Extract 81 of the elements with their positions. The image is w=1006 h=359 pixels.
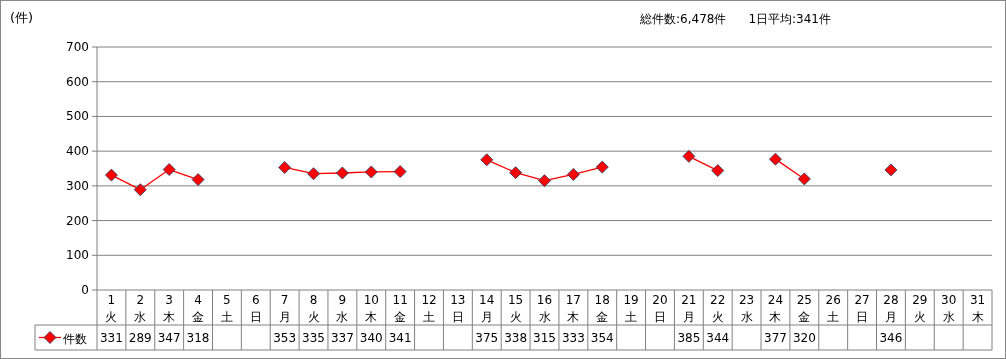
x-tick-label: 3 木 bbox=[163, 293, 176, 324]
point bbox=[538, 174, 551, 188]
point bbox=[336, 166, 349, 180]
x-tick-label: 16 水 bbox=[536, 293, 553, 324]
y-tick-label: 700 bbox=[66, 40, 89, 54]
data-label: 333 bbox=[561, 331, 585, 345]
x-tick-label: 8 火 bbox=[307, 293, 320, 324]
legend-label: 件数 bbox=[63, 331, 87, 346]
x-tick-label: 29 火 bbox=[912, 293, 928, 324]
x-tick-label: 4 金 bbox=[192, 293, 205, 324]
data-label: 341 bbox=[388, 331, 412, 345]
data-label: 335 bbox=[302, 331, 325, 345]
point bbox=[364, 165, 378, 179]
text: 1日平均:341件 bbox=[748, 12, 831, 26]
y-tick-label: 200 bbox=[66, 213, 89, 228]
x-tick-label: 31 木 bbox=[969, 293, 986, 324]
x-tick-label: 2 水 bbox=[134, 293, 147, 324]
data-label: 354 bbox=[590, 331, 614, 345]
x-tick-label: 24 木 bbox=[767, 293, 784, 324]
data-label: 315 bbox=[533, 331, 556, 345]
point bbox=[393, 165, 407, 179]
point bbox=[509, 166, 523, 180]
text: 総件数:6,478件 bbox=[639, 12, 727, 26]
x-tick-label: 21 月 bbox=[681, 293, 697, 324]
x-tick-label: 1 火 bbox=[105, 293, 118, 324]
point bbox=[797, 172, 811, 186]
y-tick-label: 100 bbox=[66, 248, 89, 263]
data-label: 320 bbox=[792, 331, 816, 345]
x-tick-label: 15 火 bbox=[507, 293, 524, 324]
x-tick-label: 23 水 bbox=[738, 293, 755, 324]
x-tick-label: 11 金 bbox=[392, 293, 408, 324]
point bbox=[307, 167, 320, 181]
data-label: 340 bbox=[359, 331, 383, 345]
x-tick-label: 19 土 bbox=[623, 293, 639, 324]
data-label: 353 bbox=[273, 331, 297, 345]
point bbox=[133, 183, 147, 197]
point bbox=[769, 152, 782, 166]
x-tick-label: 13 日 bbox=[450, 293, 466, 324]
point bbox=[595, 160, 609, 174]
data-label: 346 bbox=[879, 331, 903, 345]
y-tick-label: 400 bbox=[66, 144, 89, 159]
y-tick-label: 0 bbox=[81, 283, 89, 297]
point bbox=[711, 164, 725, 177]
x-tick-label: 14 月 bbox=[479, 293, 495, 324]
data-label: 375 bbox=[475, 331, 499, 345]
y-axis-title: (件) bbox=[10, 10, 34, 25]
x-tick-label: 7 月 bbox=[278, 293, 291, 324]
data-label: 385 bbox=[677, 331, 701, 345]
x-tick-label: 6 日 bbox=[249, 293, 262, 324]
y-tick-label: 300 bbox=[66, 178, 89, 193]
y-tick-label: 500 bbox=[66, 109, 89, 124]
data-label: 338 bbox=[504, 331, 528, 345]
x-tick-label: 25 金 bbox=[796, 293, 812, 324]
data-label: 347 bbox=[157, 331, 181, 345]
x-tick-label: 10 木 bbox=[363, 293, 379, 324]
data-label: 289 bbox=[128, 331, 152, 345]
x-tick-label: 18 金 bbox=[594, 293, 610, 324]
y-tick-label: 600 bbox=[66, 74, 89, 89]
x-tick-label: 12 土 bbox=[421, 293, 437, 324]
x-tick-label: 22 火 bbox=[710, 293, 726, 324]
point bbox=[884, 163, 898, 177]
x-tick-label: 17 木 bbox=[565, 293, 582, 324]
point bbox=[162, 163, 176, 176]
point bbox=[278, 161, 292, 174]
x-tick-label: 30 水 bbox=[941, 293, 957, 324]
data-label: 344 bbox=[706, 331, 730, 345]
point bbox=[480, 153, 494, 167]
x-tick-label: 28 月 bbox=[883, 293, 899, 324]
x-tick-label: 5 土 bbox=[220, 293, 233, 324]
point bbox=[566, 168, 580, 181]
x-tick-label: 20 日 bbox=[652, 293, 668, 324]
point bbox=[105, 168, 118, 182]
x-tick-label: 27 日 bbox=[854, 293, 870, 324]
x-tick-label: 26 土 bbox=[825, 293, 841, 324]
x-tick-label: 9 水 bbox=[336, 293, 349, 324]
point bbox=[682, 149, 696, 163]
data-label: 331 bbox=[99, 331, 123, 345]
data-label: 337 bbox=[330, 331, 354, 345]
point bbox=[191, 173, 205, 187]
data-label: 318 bbox=[186, 331, 210, 345]
data-label: 377 bbox=[764, 331, 787, 345]
